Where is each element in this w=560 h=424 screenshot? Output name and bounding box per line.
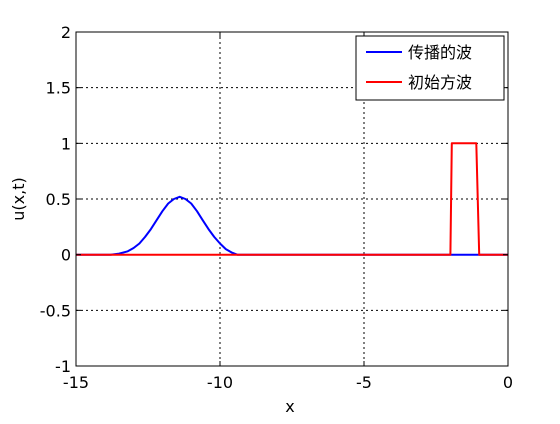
legend-box xyxy=(355,35,505,101)
ticks: -15 -10 -5 0 -1 -0.5 0 0.5 1 1.5 2 xyxy=(40,23,513,392)
legend-label-initial-square-wave: 初始方波 xyxy=(408,73,472,92)
y-tick-label: 1.5 xyxy=(46,79,71,98)
y-tick-label: 1 xyxy=(61,134,71,153)
x-tick-label: 0 xyxy=(503,373,513,392)
series-line-1 xyxy=(76,142,508,256)
y-tick-label: 2 xyxy=(61,23,71,42)
x-tick-label: -10 xyxy=(207,373,233,392)
series-layer xyxy=(76,142,508,256)
series-line-0 xyxy=(76,195,508,256)
legend: 传播的波 初始方波 xyxy=(355,35,505,101)
axis-labels: x u(x,t) xyxy=(9,177,295,416)
x-tick-label: -5 xyxy=(356,373,372,392)
y-tick-label: 0.5 xyxy=(46,190,71,209)
y-tick-label: 0 xyxy=(61,246,71,265)
y-axis-label: u(x,t) xyxy=(9,177,28,220)
x-tick-label: -15 xyxy=(63,373,89,392)
y-tick-label: -1 xyxy=(55,357,71,376)
legend-label-propagating-wave: 传播的波 xyxy=(408,43,472,62)
y-tick-label: -0.5 xyxy=(40,301,71,320)
x-axis-label: x xyxy=(285,397,294,416)
